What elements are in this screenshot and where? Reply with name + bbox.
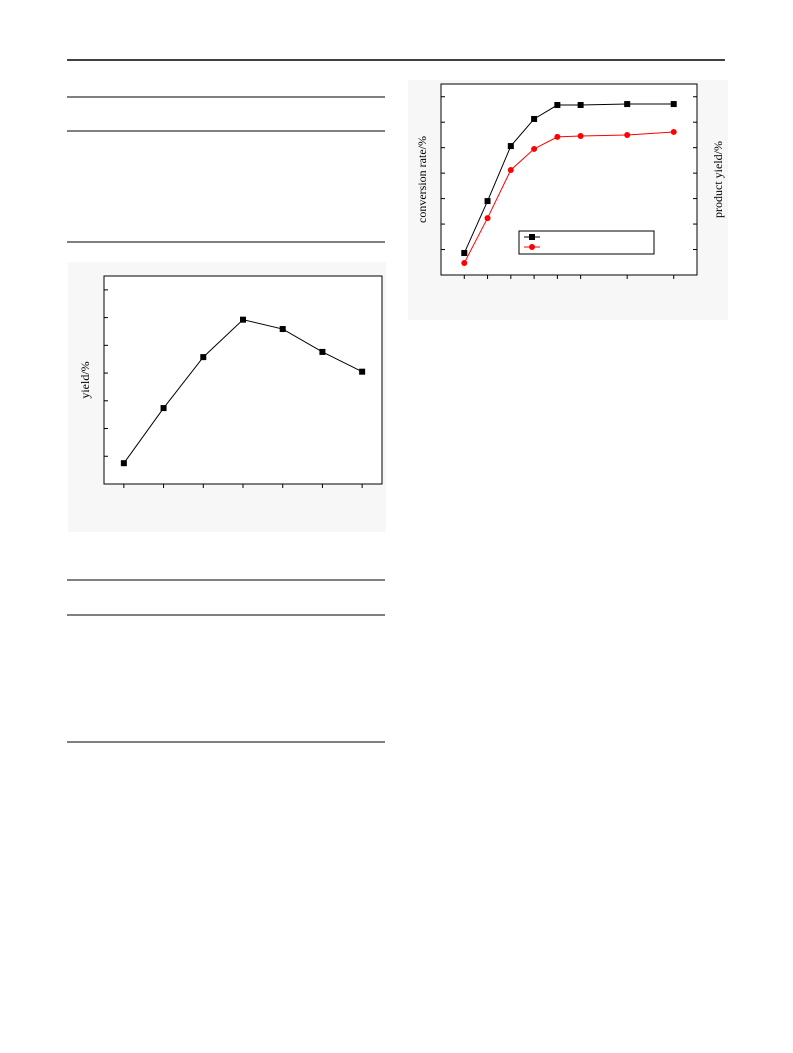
- point: [624, 131, 631, 138]
- point: [577, 132, 584, 139]
- plot-frame: [103, 275, 383, 485]
- point: [670, 128, 677, 135]
- point: [531, 115, 538, 122]
- point: [461, 259, 468, 266]
- point: [240, 316, 246, 323]
- chart: yield/%: [78, 275, 383, 488]
- point: [120, 460, 127, 467]
- y2-axis-label: product yield/%: [711, 141, 725, 218]
- y-axis-label: conversion rate/%: [415, 136, 429, 223]
- table-2: [67, 579, 385, 743]
- point: [624, 101, 631, 108]
- point: [507, 143, 514, 150]
- table-1: [67, 96, 385, 243]
- point: [554, 102, 561, 109]
- point: [670, 101, 677, 108]
- legend-marker: [529, 234, 535, 240]
- point: [461, 250, 468, 257]
- legend-marker: [529, 244, 535, 250]
- legend: [518, 230, 655, 255]
- point: [160, 405, 167, 412]
- chart: conversion rate/% product yield/%: [415, 83, 725, 279]
- point: [507, 166, 514, 173]
- point: [554, 133, 561, 140]
- point: [484, 215, 491, 222]
- point: [279, 326, 286, 333]
- point: [577, 102, 584, 109]
- point: [319, 348, 326, 355]
- point: [484, 198, 491, 205]
- point: [200, 354, 207, 361]
- point: [531, 145, 538, 152]
- point: [359, 368, 366, 375]
- y-axis-label: yield/%: [78, 361, 92, 398]
- series-line: [463, 103, 674, 254]
- series-line: [463, 131, 674, 264]
